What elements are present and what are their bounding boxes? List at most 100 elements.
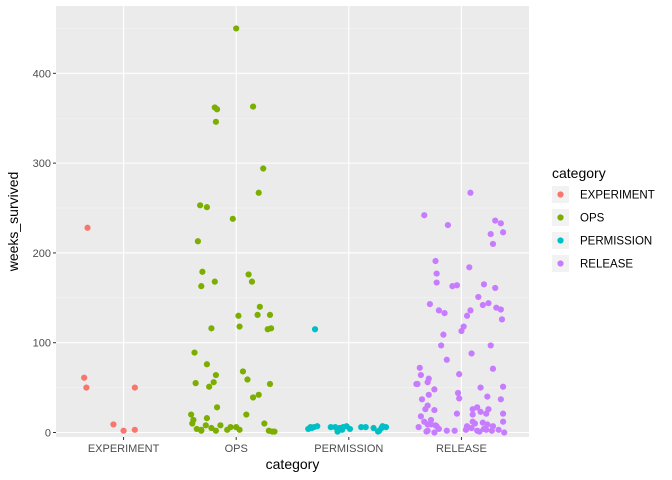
legend-label: RELEASE bbox=[580, 259, 633, 271]
data-point bbox=[260, 165, 267, 172]
data-point bbox=[433, 279, 440, 286]
legend-marker bbox=[557, 191, 564, 198]
data-point bbox=[249, 394, 257, 401]
data-point bbox=[441, 309, 448, 317]
data-point bbox=[191, 349, 198, 356]
data-point bbox=[489, 240, 497, 248]
data-point bbox=[422, 406, 429, 413]
data-point bbox=[493, 304, 500, 311]
data-point bbox=[414, 380, 421, 388]
data-point bbox=[453, 282, 461, 289]
data-points bbox=[81, 25, 508, 436]
data-point bbox=[131, 384, 138, 391]
data-point bbox=[453, 410, 461, 417]
data-point bbox=[443, 427, 450, 434]
data-point bbox=[498, 316, 506, 323]
data-point bbox=[203, 415, 211, 422]
data-point bbox=[110, 421, 117, 428]
data-point bbox=[245, 271, 252, 278]
data-point bbox=[474, 404, 481, 411]
data-point bbox=[484, 421, 491, 428]
data-point bbox=[418, 396, 426, 403]
data-point bbox=[198, 283, 205, 290]
x-tick-label: OPS bbox=[225, 443, 248, 455]
data-point bbox=[249, 103, 257, 110]
data-point bbox=[462, 426, 470, 433]
data-point bbox=[84, 224, 91, 231]
data-point bbox=[338, 426, 346, 433]
data-point bbox=[235, 312, 242, 319]
legend-marker bbox=[557, 214, 564, 221]
data-point bbox=[427, 416, 435, 424]
data-point bbox=[456, 395, 463, 402]
data-point bbox=[120, 427, 127, 434]
y-tick-label: 100 bbox=[33, 338, 51, 350]
data-point bbox=[202, 422, 209, 429]
data-point bbox=[499, 383, 507, 390]
data-point bbox=[206, 383, 213, 390]
major-gridlines bbox=[56, 6, 529, 437]
legend-marker bbox=[557, 260, 564, 267]
data-point bbox=[203, 361, 211, 368]
data-point bbox=[208, 424, 215, 432]
data-point bbox=[212, 427, 220, 434]
data-point bbox=[81, 374, 88, 381]
x-tick-label: RELEASE bbox=[436, 443, 487, 455]
legend: category EXPERIMENT OPS PERMISSION RELEASE bbox=[552, 165, 655, 272]
data-point bbox=[433, 270, 440, 277]
data-point bbox=[477, 408, 484, 415]
data-point bbox=[466, 264, 473, 271]
data-point bbox=[346, 425, 354, 433]
data-point bbox=[467, 189, 474, 196]
data-point bbox=[444, 221, 452, 229]
data-point bbox=[229, 215, 236, 222]
data-point bbox=[480, 281, 488, 288]
y-tick-label: 400 bbox=[33, 68, 51, 80]
data-point bbox=[212, 371, 220, 379]
data-point bbox=[499, 410, 507, 417]
data-point bbox=[468, 350, 475, 357]
data-point bbox=[499, 418, 507, 425]
data-point bbox=[431, 406, 438, 414]
data-point bbox=[189, 420, 196, 427]
data-point bbox=[440, 331, 447, 338]
data-point bbox=[477, 384, 484, 391]
data-point bbox=[208, 325, 215, 332]
data-point bbox=[131, 426, 138, 433]
data-point bbox=[233, 25, 240, 32]
data-point bbox=[83, 384, 90, 391]
data-point bbox=[497, 220, 504, 227]
data-point bbox=[483, 426, 490, 433]
data-point bbox=[415, 424, 422, 431]
data-point bbox=[487, 342, 494, 349]
data-point bbox=[467, 307, 474, 314]
data-point bbox=[454, 389, 462, 397]
data-point bbox=[188, 411, 195, 418]
y-tick-label: 0 bbox=[45, 428, 51, 440]
data-point bbox=[239, 368, 247, 375]
data-point bbox=[236, 323, 243, 330]
data-point bbox=[458, 327, 465, 335]
data-point bbox=[483, 410, 490, 417]
data-point bbox=[495, 426, 502, 433]
data-point bbox=[236, 426, 243, 433]
data-point bbox=[456, 371, 463, 378]
data-point bbox=[358, 424, 365, 431]
data-point bbox=[311, 326, 319, 333]
data-point bbox=[256, 303, 263, 310]
legend-label: OPS bbox=[580, 213, 605, 225]
data-point bbox=[370, 424, 377, 432]
data-point bbox=[199, 268, 206, 275]
data-point bbox=[501, 429, 508, 436]
data-point bbox=[432, 257, 439, 265]
data-point bbox=[435, 425, 443, 433]
y-axis-title: weeks_survived bbox=[5, 172, 21, 273]
data-point bbox=[425, 391, 432, 398]
data-point bbox=[416, 364, 423, 371]
data-point bbox=[203, 204, 211, 211]
legend-label: EXPERIMENT bbox=[580, 190, 655, 202]
data-point bbox=[194, 238, 201, 245]
data-point bbox=[492, 217, 499, 224]
data-point bbox=[463, 312, 471, 319]
